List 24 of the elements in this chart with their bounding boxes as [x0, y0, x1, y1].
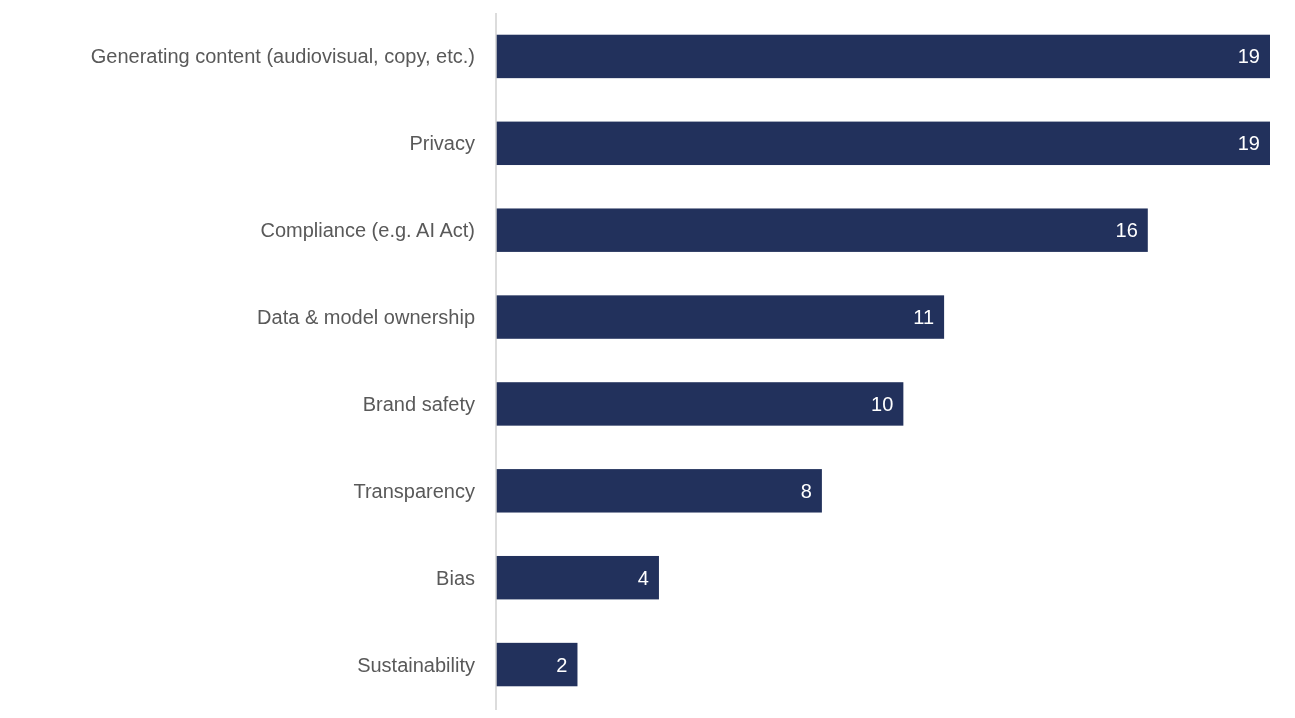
y-tick-label: Bias [436, 566, 475, 589]
bar [496, 34, 1270, 79]
y-tick-label: Data & model ownership [257, 306, 475, 329]
data-label: 19 [1237, 132, 1260, 155]
bar [496, 208, 1148, 252]
bar [496, 555, 659, 600]
y-tick-label: Privacy [409, 132, 475, 155]
data-label: 16 [1115, 219, 1138, 242]
y-tick-label: Compliance (e.g. AI Act) [260, 219, 475, 242]
y-tick-label: Generating content (audiovisual, copy, etc.) [90, 45, 475, 68]
data-label: 2 [556, 653, 568, 676]
bar [496, 382, 904, 426]
bar [496, 121, 1270, 166]
data-label: 10 [871, 392, 894, 415]
data-label: 8 [800, 479, 812, 502]
y-tick-label: Brand safety [362, 392, 475, 415]
bar [496, 469, 822, 513]
data-label: 19 [1237, 45, 1260, 68]
data-label: 4 [637, 566, 649, 589]
y-tick-label: Sustainability [357, 653, 475, 676]
bar [496, 295, 945, 339]
bar [496, 642, 578, 687]
data-label: 11 [913, 306, 935, 329]
y-tick-label: Transparency [353, 479, 475, 502]
